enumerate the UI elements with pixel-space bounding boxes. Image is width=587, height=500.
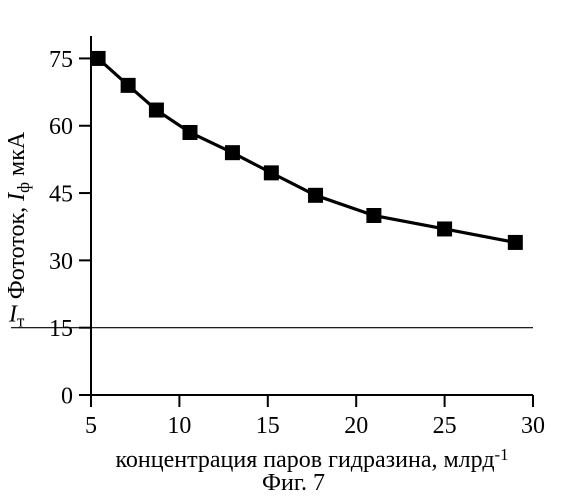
data-marker (91, 51, 106, 66)
y-tick-label: 75 (49, 47, 73, 73)
y-tick-label: 30 (49, 249, 73, 275)
y-tick-label: 60 (49, 114, 73, 140)
y-tick-label: 0 (61, 383, 73, 409)
data-marker (308, 188, 323, 203)
x-tick-label: 25 (433, 413, 457, 439)
threshold-label: Iт (8, 302, 25, 331)
y-axis-label: Фототок, Iф мкА (4, 131, 33, 299)
data-marker (264, 165, 279, 180)
y-tick-label: 15 (49, 316, 73, 342)
x-tick-label: 5 (85, 413, 97, 439)
x-axis-label: концентрация паров гидразина, млрд-1 (115, 445, 508, 473)
x-tick-label: 30 (521, 413, 545, 439)
data-marker (121, 78, 136, 93)
x-tick-label: 20 (344, 413, 368, 439)
data-marker (366, 208, 381, 223)
x-tick-label: 15 (256, 413, 280, 439)
data-marker (437, 221, 452, 236)
data-marker (225, 145, 240, 160)
data-marker (149, 103, 164, 118)
x-tick-label: 10 (167, 413, 191, 439)
y-tick-label: 45 (49, 181, 73, 207)
data-marker (183, 125, 198, 140)
photocurrent-vs-concentration-chart: 5 10 15 20 25 30 0 15 30 45 60 75 Iт концентрация … (0, 0, 587, 500)
figure-caption: Фиг. 7 (262, 470, 325, 496)
series-line (98, 58, 515, 242)
data-marker (508, 235, 523, 250)
